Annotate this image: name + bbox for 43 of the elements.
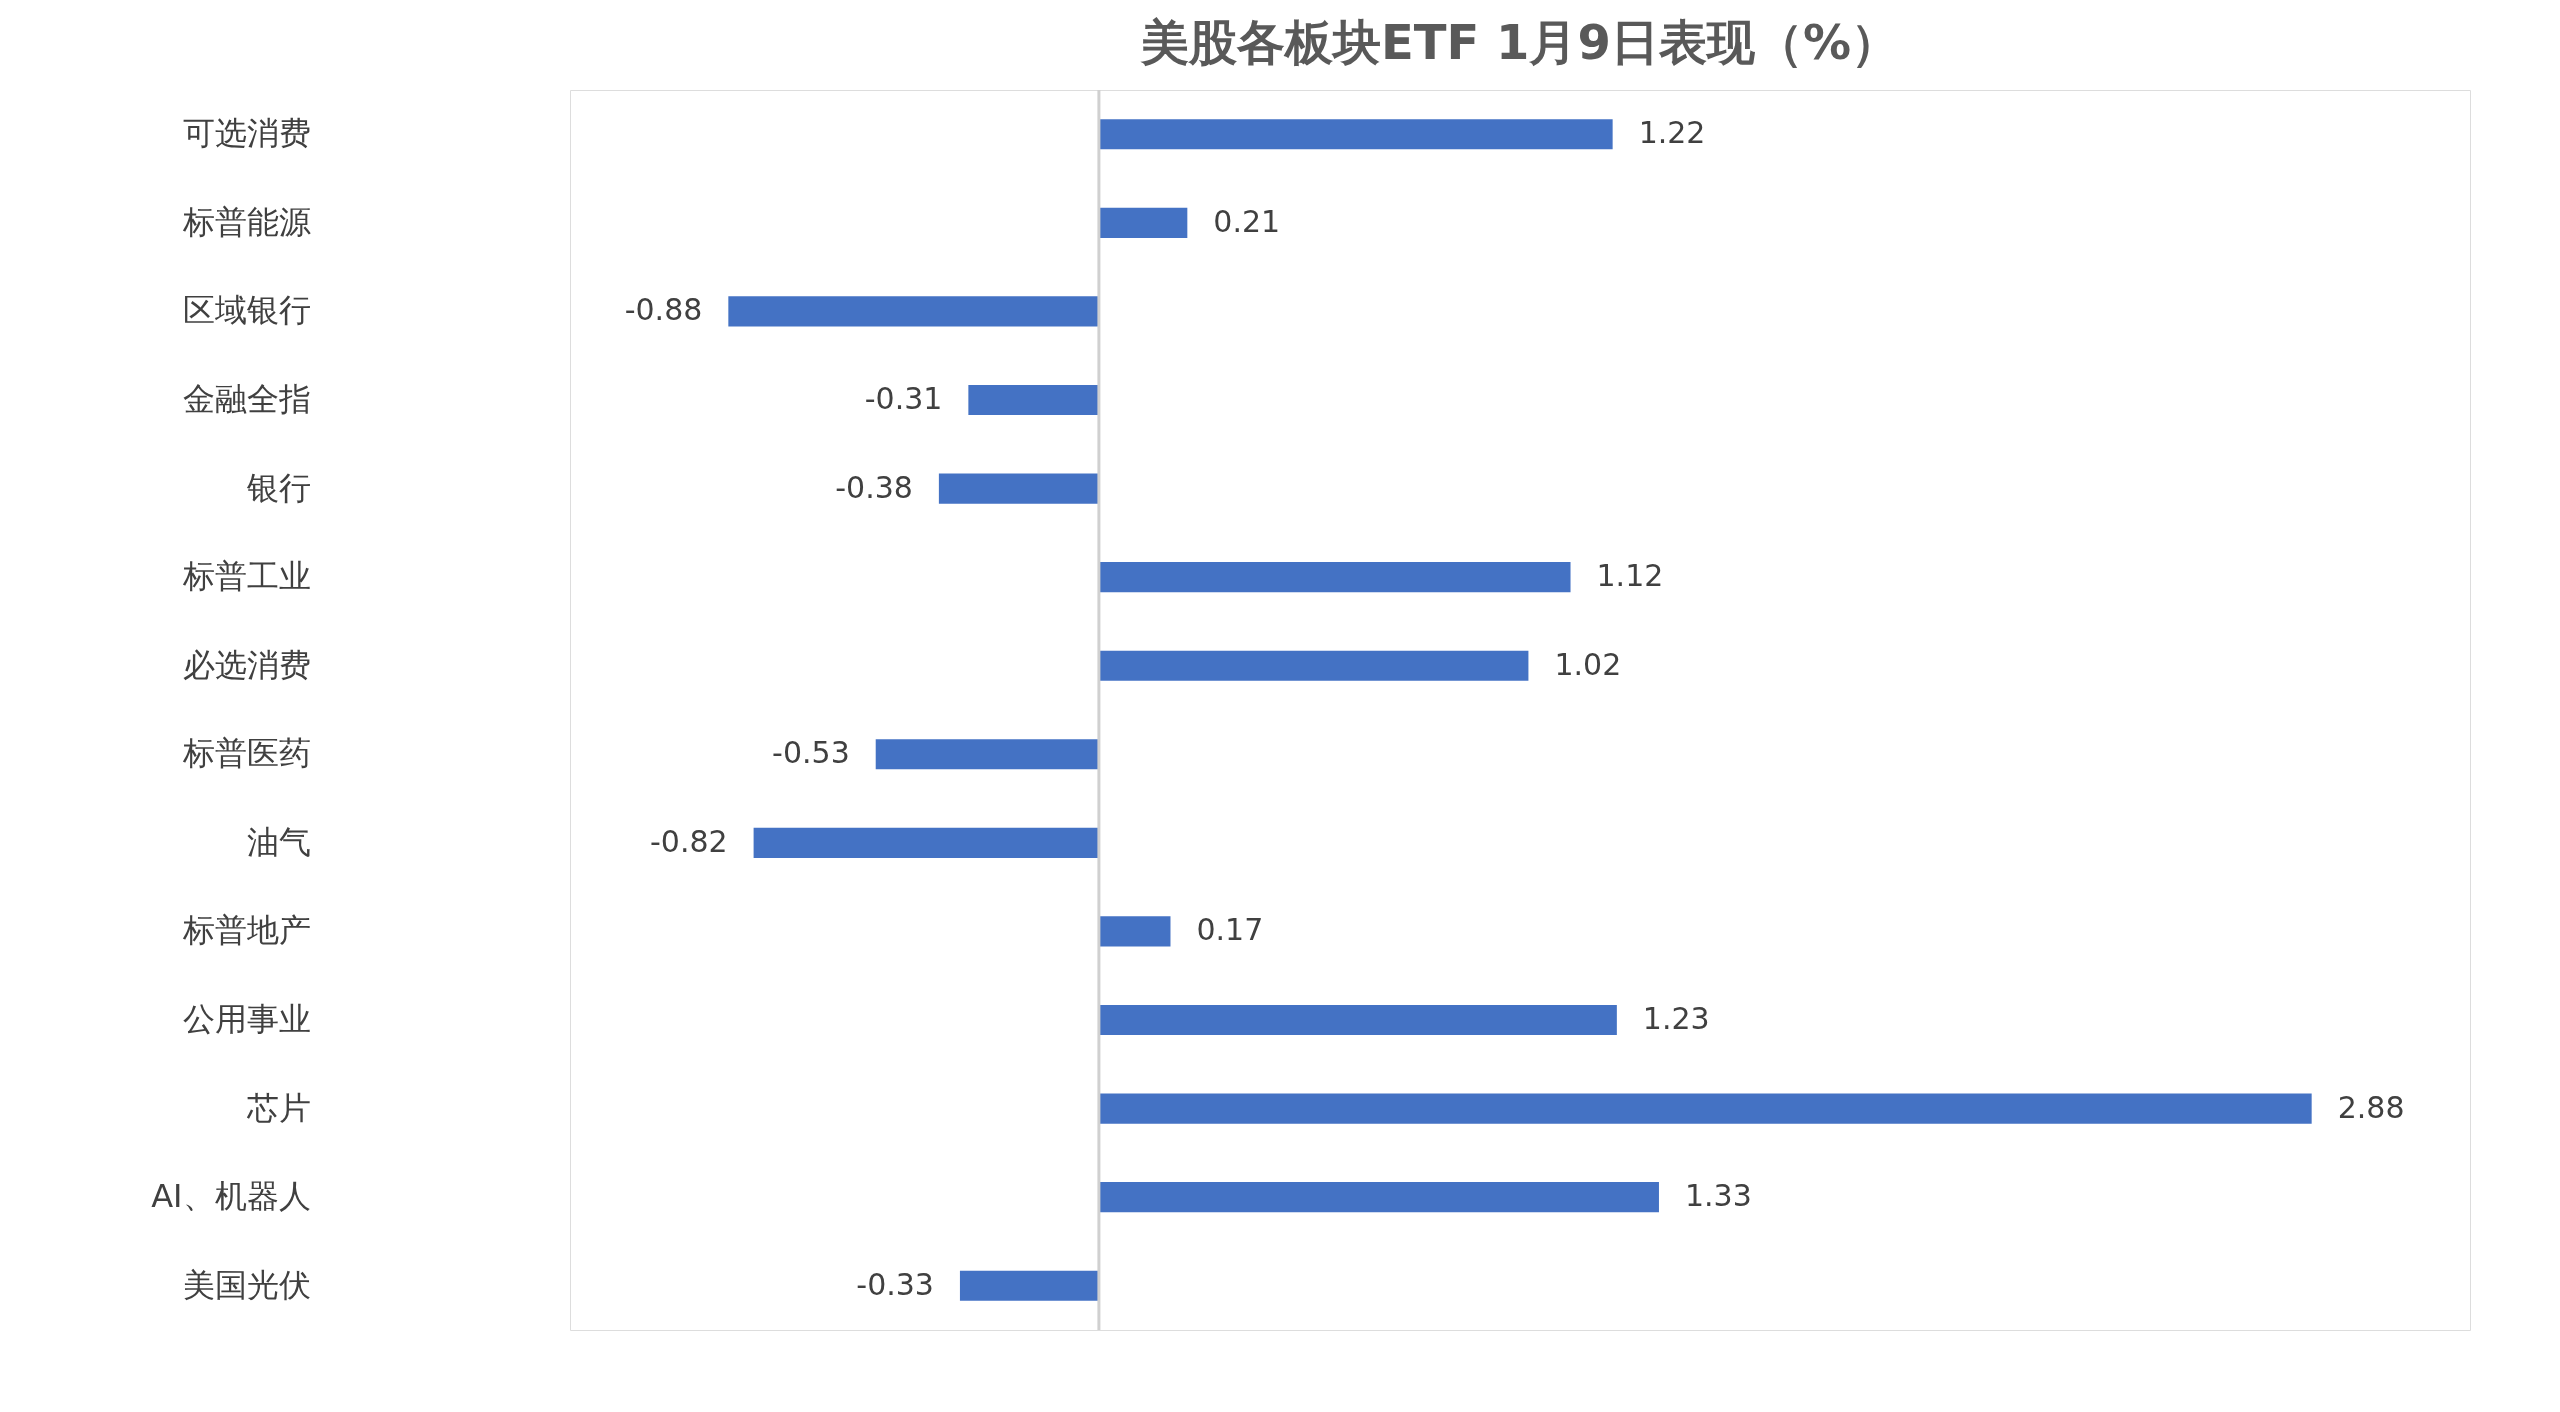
data-label: 1.23 [1642,1001,1710,1036]
data-label: 0.17 [1196,912,1264,948]
bar [1098,562,1571,593]
y-tick-label: 标普地产 [181,911,311,950]
y-tick-label: AI、机器人 [151,1177,311,1216]
y-tick-label: 美国光伏 [182,1265,311,1304]
bar [968,384,1099,416]
data-label: 1.22 [1638,115,1706,151]
bar [753,827,1099,858]
y-tick-label: 金融全指 [182,380,311,418]
data-label: -0.31 [864,381,943,416]
bar [875,739,1099,770]
bar [1098,1182,1659,1213]
data-label: -0.53 [772,735,850,771]
y-tick-label: 区域银行 [182,291,311,330]
data-label: 1.12 [1596,558,1664,594]
y-tick-label: 油气 [246,822,311,861]
y-tick-label: 标普工业 [181,557,311,596]
y-tick-label: 可选消费 [182,114,311,153]
data-label: 1.33 [1684,1178,1752,1214]
y-tick-label: 银行 [245,468,311,507]
bar [1098,1093,2312,1124]
bar [1098,119,1613,150]
chart-title: 美股各板块ETF 1月9日表现（%） [1140,13,1899,70]
data-label: -0.38 [835,469,913,505]
data-label: 0.21 [1213,203,1281,239]
bar [1098,650,1529,681]
data-label: -0.82 [649,823,728,859]
y-tick-label: 标普医药 [181,734,311,773]
y-tick-label: 公用事业 [182,1000,311,1038]
bar [728,296,1099,327]
bar [1098,207,1188,238]
y-tick-label: 必选消费 [182,645,311,684]
data-label: -0.88 [624,292,703,328]
y-tick-label: 芯片 [245,1088,311,1127]
bar [1098,916,1171,947]
bar [959,1270,1099,1301]
bar [1098,1004,1617,1036]
y-tick-label: 标普能源 [181,202,311,241]
data-label: 1.02 [1554,646,1622,682]
data-label: -0.33 [856,1266,934,1302]
data-label: 2.88 [2337,1089,2405,1125]
bar [938,473,1099,504]
